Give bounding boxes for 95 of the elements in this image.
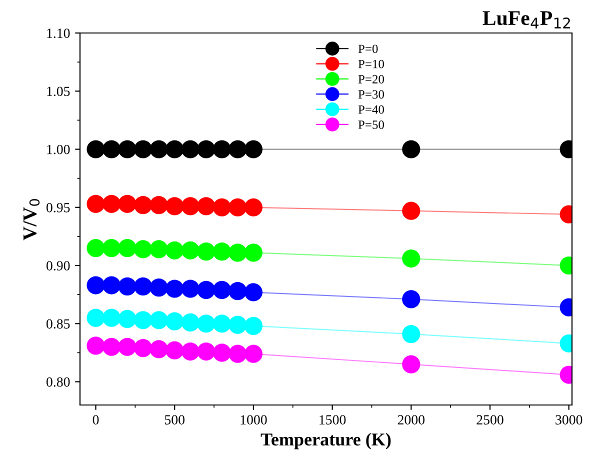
point [402, 140, 420, 158]
point [402, 355, 420, 374]
legend-label: P=0 [358, 44, 378, 54]
point [212, 314, 231, 333]
y-tick-label: 1.05 [47, 86, 70, 96]
x-tick-label: 2500 [476, 415, 504, 424]
point [244, 140, 263, 158]
point [102, 140, 121, 158]
point [134, 240, 152, 258]
x-tick-label: 1500 [320, 415, 346, 424]
point [181, 313, 200, 332]
legend-label: P=20 [358, 75, 384, 84]
point [212, 242, 231, 261]
point [181, 280, 200, 298]
point [228, 316, 247, 334]
point [118, 239, 136, 258]
point [150, 196, 168, 214]
point [402, 202, 420, 220]
x-tick-label: 3000 [556, 415, 582, 424]
point [134, 311, 152, 330]
point [166, 197, 184, 216]
point [197, 242, 216, 261]
y-tick-label: 1.10 [47, 28, 70, 38]
point [197, 314, 216, 333]
legend-label: P=50 [358, 120, 384, 129]
point [102, 276, 121, 294]
point [166, 312, 184, 330]
point [228, 282, 247, 300]
legend-label: P=30 [358, 90, 384, 99]
point [118, 338, 136, 356]
chart-title: LuFe$_{4}$P$_{12}$ [482, 11, 570, 28]
point [86, 308, 105, 327]
point [150, 278, 168, 297]
point [212, 198, 231, 216]
point [402, 249, 420, 268]
legend-label: P=10 [358, 60, 384, 68]
y-tick-label: 1.00 [47, 144, 70, 154]
point [86, 239, 105, 258]
x-tick-label: 2000 [398, 415, 425, 424]
point [118, 277, 136, 296]
point [102, 338, 121, 356]
y-tick-label: 0.80 [46, 377, 70, 387]
point [134, 140, 152, 158]
point [150, 311, 168, 330]
point [150, 240, 168, 258]
point [244, 344, 263, 363]
point [102, 239, 121, 258]
point [212, 140, 231, 158]
point [166, 140, 184, 158]
x-tick-label: 500 [165, 415, 185, 424]
point [402, 290, 420, 308]
point [228, 140, 247, 158]
point [197, 140, 216, 158]
point [102, 308, 121, 327]
point [181, 140, 200, 158]
point [244, 316, 263, 336]
point [181, 342, 200, 361]
point [166, 341, 184, 360]
legend-label: P=40 [358, 105, 384, 114]
x-tick-label: 1000 [240, 415, 267, 424]
point [118, 194, 136, 213]
point [244, 283, 263, 302]
point [244, 244, 263, 262]
point [86, 140, 105, 158]
point [166, 280, 184, 298]
point [197, 197, 216, 216]
point [102, 194, 121, 213]
point [244, 198, 263, 216]
point [86, 276, 105, 294]
point [197, 342, 216, 361]
point [150, 340, 168, 358]
point [212, 280, 231, 299]
point [134, 196, 152, 214]
point [228, 198, 247, 216]
point [134, 338, 152, 358]
y-tick-label: 0.95 [46, 202, 70, 212]
point [86, 336, 105, 355]
point [197, 280, 216, 299]
x-axis-title: Temperature (K) [260, 432, 391, 450]
point [402, 325, 420, 344]
point [212, 344, 231, 362]
point [181, 241, 200, 260]
y-tick-label: 0.90 [46, 261, 70, 271]
y-tick-label: 0.85 [46, 319, 70, 329]
point [86, 194, 105, 213]
point [134, 277, 152, 296]
x-tick-label: 0 [92, 415, 99, 424]
point [118, 310, 136, 328]
point [228, 344, 247, 363]
point [150, 140, 168, 158]
point [228, 244, 247, 262]
point [166, 241, 184, 260]
point [181, 197, 200, 216]
y-axis-title: V/V$_{0}$ [23, 199, 40, 240]
point [118, 140, 136, 158]
